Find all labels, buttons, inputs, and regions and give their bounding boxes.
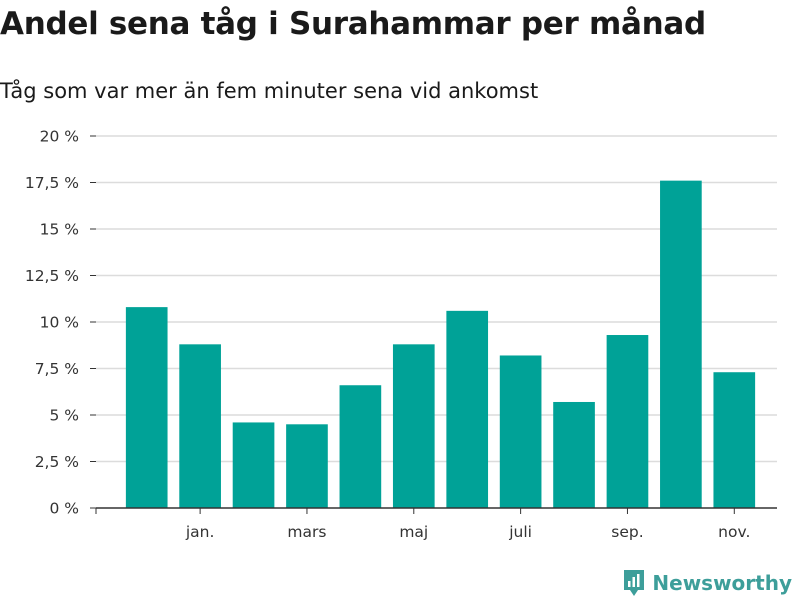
brand-name: Newsworthy — [652, 571, 792, 595]
y-tick-label: 15 % — [40, 221, 79, 239]
bar — [125, 307, 168, 508]
chart-title: Andel sena tåg i Surahammar per månad — [0, 6, 706, 42]
bar — [392, 344, 435, 508]
bar — [660, 180, 702, 508]
bar — [179, 344, 221, 508]
bar — [232, 422, 275, 508]
x-tick-label: sep. — [611, 523, 643, 541]
bar — [339, 385, 382, 508]
bar — [446, 310, 489, 508]
bar-chart: 0 % 2,5 % 5 % 7,5 % 10 % 12,5 % 15 % 17,5 % 20 %… — [25, 128, 777, 541]
brand-logo: Newsworthy — [622, 568, 792, 598]
x-tick-label: maj — [399, 523, 428, 541]
bar — [606, 335, 649, 508]
x-tick-label: jan. — [185, 523, 215, 541]
y-tick-label: 7,5 % — [35, 360, 79, 378]
bar — [713, 372, 756, 508]
y-tick-label: 5 % — [49, 407, 79, 425]
y-tick-label: 10 % — [40, 314, 79, 332]
y-tick-label: 17,5 % — [25, 174, 79, 192]
bar — [286, 424, 328, 508]
x-tick-label: mars — [287, 523, 326, 541]
bar — [499, 355, 542, 508]
y-tick-label: 2,5 % — [35, 453, 79, 471]
newsworthy-logo-icon — [624, 570, 645, 596]
y-tick-label: 12,5 % — [25, 267, 79, 285]
bar — [553, 401, 595, 508]
x-tick-label: nov. — [718, 523, 750, 541]
y-tick-label: 20 % — [40, 128, 79, 146]
y-tick-label: 0 % — [49, 500, 79, 518]
chart-subtitle: Tåg som var mer än fem minuter sena vid … — [0, 79, 539, 103]
x-tick-label: juli — [508, 523, 532, 541]
